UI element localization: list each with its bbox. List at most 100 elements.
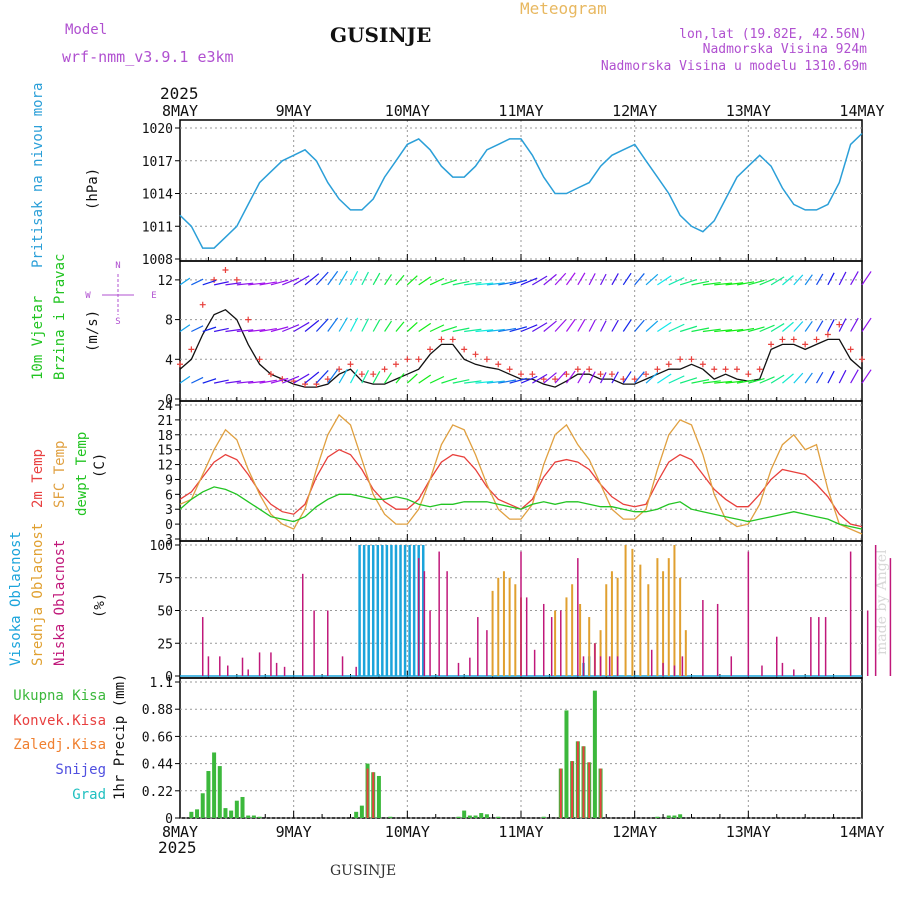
wind-gust-marker <box>483 356 490 363</box>
legend-snow: Snijeg <box>55 762 106 778</box>
wind-direction-arrow <box>634 371 645 384</box>
wind-direction-arrow <box>611 273 619 286</box>
wind-direction-arrow <box>372 272 381 286</box>
wind-direction-arrow <box>759 376 775 384</box>
wind-gust-marker <box>392 361 399 368</box>
wind-direction-arrow <box>714 282 733 286</box>
temperature-ytick-label: -3 <box>157 533 173 548</box>
meteogram-label: Meteogram <box>520 0 607 18</box>
temperature-ytick-label: 9 <box>165 473 173 488</box>
compass-w: W <box>85 291 91 301</box>
temperature-ytick-label: 12 <box>157 459 173 474</box>
wind-direction-arrow <box>406 275 418 286</box>
wind-direction-arrow <box>634 273 645 286</box>
precip-conv-bar <box>588 762 591 818</box>
precip-total-bar <box>666 815 671 818</box>
wind-direction-arrow <box>509 326 528 333</box>
wind-gust-marker <box>654 366 661 373</box>
wind-direction-arrow <box>498 281 517 286</box>
wind-gust-marker <box>552 376 559 383</box>
precip-total-bar <box>246 815 251 818</box>
wind-direction-arrow <box>486 380 505 384</box>
wind-direction-arrow <box>213 379 229 384</box>
wind-direction-arrow <box>645 320 659 332</box>
sfc-ylabel: SFC Temp <box>52 441 68 508</box>
wind-direction-arrow <box>293 373 310 384</box>
clouds-ytick-label: 50 <box>157 605 173 620</box>
wind-gust-marker <box>540 376 547 383</box>
wind-direction-arrow <box>202 326 217 333</box>
high-cloud-ylabel: Visoka Oblacnost <box>8 531 24 666</box>
wind-direction-arrow <box>498 327 517 333</box>
wind-direction-arrow <box>452 327 470 333</box>
wind-gust-marker <box>404 356 411 363</box>
wind-direction-arrow <box>827 272 835 286</box>
x-label-bottom: 13MAY <box>726 823 771 841</box>
temperature-ytick-label: 0 <box>165 518 173 533</box>
temp-line-1 <box>179 413 863 535</box>
wind-direction-arrow <box>816 273 824 286</box>
wind-direction-arrow <box>736 281 755 286</box>
wind-direction-arrow <box>554 371 567 384</box>
wind-direction-arrow <box>315 318 329 332</box>
legend-hail: Grad <box>72 787 106 803</box>
wind-direction-arrow <box>282 324 300 333</box>
wind-gust-marker <box>267 371 274 378</box>
wind-direction-arrow <box>702 380 721 384</box>
pressure-ytick-label: 1011 <box>142 220 173 235</box>
wind-direction-arrow <box>304 319 320 332</box>
wind-direction-arrow <box>565 272 576 286</box>
wind-gust-marker <box>211 276 218 283</box>
x-label-top: 14MAY <box>839 102 884 120</box>
wind-direction-arrow <box>248 282 266 286</box>
wind-direction-arrow <box>543 372 557 384</box>
precip-total-bar <box>564 710 569 818</box>
wind-gust-marker <box>529 371 536 378</box>
year-bottom: 2025 <box>158 838 197 857</box>
wind-direction-arrow <box>657 321 672 333</box>
wind-direction-arrow <box>486 328 505 333</box>
wind-direction-arrow <box>850 271 859 286</box>
precip-total-bar <box>200 793 205 818</box>
wind-gust-marker <box>688 356 695 363</box>
wind-gust-marker <box>790 336 797 343</box>
precip-total-bar <box>195 809 200 818</box>
dew-ylabel: dewpt Temp <box>74 432 90 516</box>
wind-gust-marker <box>427 346 434 353</box>
legend-total: Ukupna Kisa <box>13 688 106 704</box>
wind-direction-arrow <box>679 279 698 286</box>
precipitation-ytick-label: 1.1 <box>150 676 173 691</box>
wind-direction-arrow <box>384 372 392 384</box>
precipitation-ytick-label: 0.44 <box>142 758 173 773</box>
temperature-ytick-label: 15 <box>157 444 173 459</box>
wind-direction-arrow <box>725 328 744 333</box>
wind-gust-marker <box>256 356 263 363</box>
wind-direction-arrow <box>509 377 528 384</box>
wind-gust-marker <box>677 356 684 363</box>
wind-direction-arrow <box>475 329 494 333</box>
wind-direction-arrow <box>259 379 277 384</box>
wind-gust-marker <box>233 276 240 283</box>
wind-direction-arrow <box>270 326 289 333</box>
wind-direction-arrow <box>725 282 744 286</box>
wind-direction-arrow <box>179 277 191 286</box>
clouds-ytick-label: 25 <box>157 637 173 652</box>
wind-direction-arrow <box>236 380 254 384</box>
wind-direction-arrow <box>213 281 229 286</box>
wind-direction-arrow <box>327 369 339 384</box>
wind-direction-arrow <box>611 371 619 384</box>
wind-gust-marker <box>631 376 638 383</box>
wind-direction-arrow <box>759 278 775 286</box>
wind-ylabel-1: 10m Vjetar <box>30 296 46 380</box>
wind-direction-arrow <box>577 319 586 332</box>
wind-direction-arrow <box>225 380 242 384</box>
wind-direction-arrow <box>236 329 254 333</box>
wind-direction-arrow <box>622 319 632 332</box>
wind-direction-arrow <box>565 319 576 332</box>
wind-gust-marker <box>506 366 513 373</box>
wind-direction-arrow <box>657 373 672 384</box>
wind-direction-arrow <box>600 320 607 332</box>
wind-direction-arrow <box>679 325 698 333</box>
wind-direction-arrow <box>838 369 847 384</box>
wind-direction-arrow <box>622 272 632 286</box>
